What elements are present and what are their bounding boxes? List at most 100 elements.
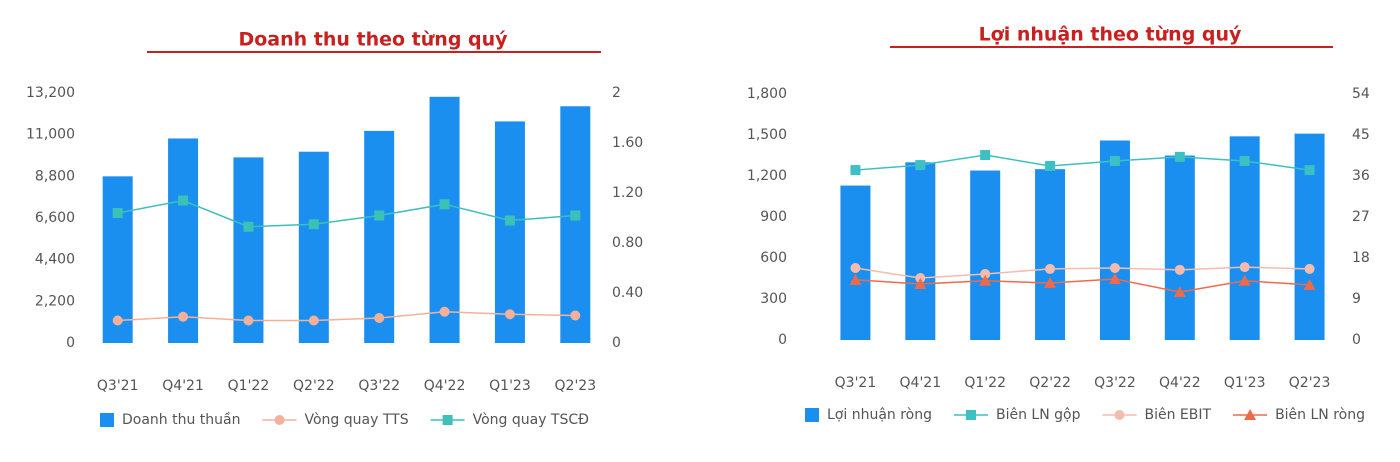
- x-tick-label: Q4'21: [162, 378, 204, 394]
- legend-marker: [966, 410, 976, 420]
- x-tick-label: Q4'22: [1159, 375, 1201, 391]
- marker: [374, 210, 385, 221]
- marker: [308, 219, 319, 230]
- chart-title: Doanh thu theo từng quý: [238, 29, 508, 51]
- legend-label: Vòng quay TSCĐ: [473, 412, 590, 428]
- marker: [178, 195, 189, 206]
- marker: [1239, 155, 1250, 166]
- legend-swatch: [100, 413, 114, 427]
- y2-tick-label: 0.80: [612, 235, 643, 251]
- chart-title: Lợi nhuận theo từng quý: [979, 24, 1242, 46]
- marker: [850, 165, 861, 176]
- marker: [112, 208, 123, 218]
- marker: [1109, 155, 1120, 166]
- x-tick-label: Q2'23: [1289, 375, 1331, 391]
- legend-label: Doanh thu thuần: [122, 412, 241, 428]
- y-tick-label: 1,200: [747, 168, 787, 184]
- marker: [1239, 262, 1250, 273]
- legend-label: Biên LN ròng: [1275, 407, 1365, 423]
- y2-tick-label: 2: [612, 85, 621, 101]
- legend-marker: [274, 415, 285, 425]
- marker: [979, 274, 992, 286]
- y2-tick-label: 18: [1352, 250, 1370, 266]
- x-tick-label: Q3'22: [1094, 375, 1136, 391]
- marker: [914, 277, 927, 289]
- marker: [1303, 278, 1316, 290]
- bar: [298, 151, 329, 343]
- y2-tick-label: 1.60: [612, 135, 643, 151]
- bar: [1164, 155, 1195, 340]
- line-series: [117, 310, 576, 322]
- y2-tick-label: 27: [1352, 209, 1370, 225]
- bar: [1035, 169, 1066, 340]
- marker: [1238, 274, 1251, 286]
- bar: [168, 138, 199, 343]
- y-tick-label: 6,600: [35, 210, 75, 226]
- x-tick-label: Q3'21: [97, 378, 139, 394]
- marker: [243, 315, 254, 326]
- legend-label: Biên LN gộp: [996, 407, 1081, 423]
- y2-tick-label: 54: [1352, 86, 1370, 102]
- marker: [1304, 263, 1315, 274]
- x-tick-label: Q1'23: [489, 378, 531, 394]
- legend-label: Vòng quay TTS: [305, 412, 409, 428]
- x-tick-label: Q3'21: [835, 375, 877, 391]
- marker: [1045, 160, 1056, 171]
- bar: [494, 121, 525, 343]
- marker: [1174, 151, 1185, 162]
- x-tick-label: Q4'21: [900, 375, 942, 391]
- marker: [980, 150, 991, 161]
- line-series: [855, 278, 1310, 293]
- marker: [1044, 277, 1057, 289]
- legend-marker: [1114, 410, 1125, 420]
- marker: [849, 273, 862, 285]
- marker: [504, 215, 515, 226]
- y-tick-label: 900: [760, 209, 787, 225]
- bar: [364, 130, 395, 343]
- y2-tick-label: 1.20: [612, 185, 643, 201]
- marker: [243, 221, 254, 232]
- x-tick-label: Q1'22: [964, 375, 1006, 391]
- legend-label: Lợi nhuận ròng: [827, 407, 932, 423]
- line-series: [117, 199, 576, 228]
- x-tick-label: Q2'22: [1029, 375, 1071, 391]
- bar: [429, 96, 460, 344]
- x-tick-label: Q2'23: [555, 378, 597, 394]
- marker: [439, 306, 450, 317]
- marker: [850, 263, 861, 274]
- marker: [1045, 263, 1056, 274]
- bar: [970, 170, 1001, 340]
- x-tick-label: Q2'22: [293, 378, 335, 394]
- y-tick-label: 1,500: [747, 127, 787, 143]
- marker: [112, 315, 123, 326]
- y-tick-label: 11,000: [26, 127, 75, 143]
- y-tick-label: 8,800: [35, 168, 75, 184]
- y-tick-label: 4,400: [35, 252, 75, 268]
- y-tick-label: 13,200: [26, 85, 75, 101]
- y2-tick-label: 45: [1352, 127, 1370, 143]
- marker: [570, 210, 581, 221]
- marker: [308, 315, 319, 326]
- marker: [1173, 286, 1186, 298]
- y-tick-label: 1,800: [747, 86, 787, 102]
- marker: [1109, 263, 1120, 274]
- bar: [560, 106, 591, 344]
- line-series: [855, 154, 1310, 171]
- bar: [840, 185, 871, 340]
- marker: [1304, 165, 1315, 176]
- x-tick-label: Q1'22: [228, 378, 270, 394]
- y2-tick-label: 0: [1352, 332, 1361, 348]
- bar: [1294, 133, 1325, 340]
- marker: [570, 310, 581, 321]
- y-tick-label: 0: [778, 332, 787, 348]
- y2-tick-label: 36: [1352, 168, 1370, 184]
- x-tick-label: Q4'22: [424, 378, 466, 394]
- x-tick-label: Q3'22: [358, 378, 400, 394]
- y-tick-label: 600: [760, 250, 787, 266]
- y-tick-label: 0: [66, 335, 75, 351]
- legend-swatch: [805, 408, 819, 422]
- y-tick-label: 2,200: [35, 293, 75, 309]
- marker: [1108, 272, 1121, 284]
- bar: [233, 157, 264, 343]
